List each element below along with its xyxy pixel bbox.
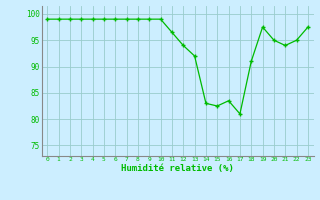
X-axis label: Humidité relative (%): Humidité relative (%) <box>121 164 234 173</box>
